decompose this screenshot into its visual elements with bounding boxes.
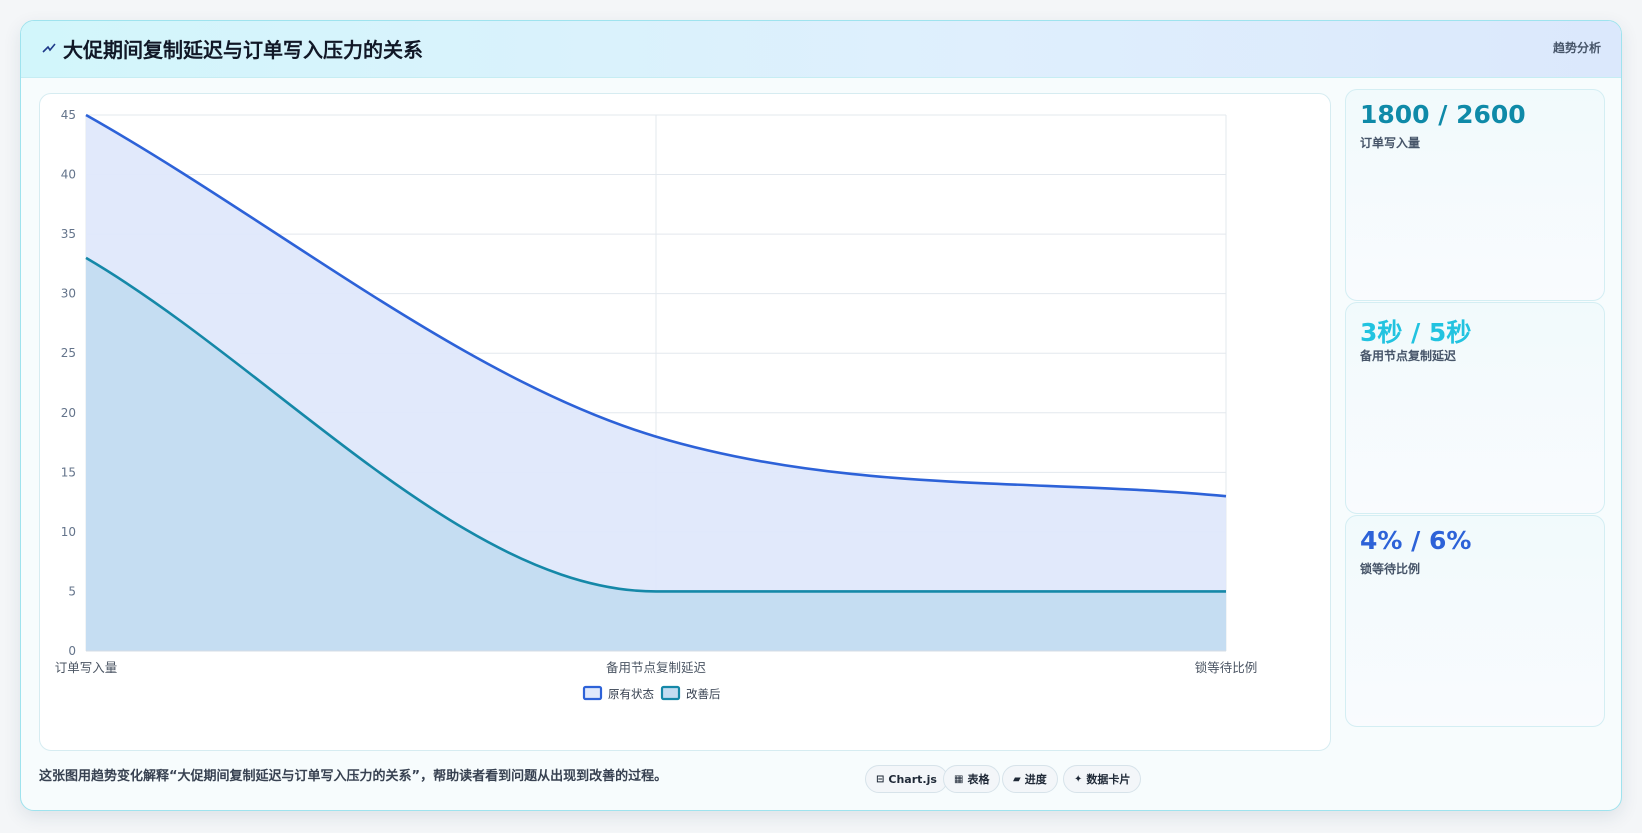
stat-label: 订单写入量 <box>1360 136 1421 150</box>
legend-swatch <box>660 685 681 701</box>
x-tick-label: 备用节点复制延迟 <box>606 660 707 675</box>
chip-label: 数据卡片 <box>1086 773 1131 786</box>
legend-swatch <box>582 685 603 701</box>
chart-panel: 0 5 10 15 20 25 30 35 40 45 订单写入量 备用节点复制延迟 锁等待比例原有状态… <box>39 93 1331 751</box>
chart-description: 这张图用趋势变化解释“大促期间复制延迟与订单写入压力的关系”，帮助读者看到问题从… <box>39 769 668 784</box>
chip-chartjs[interactable]: ⊟ Chart.js <box>865 765 948 793</box>
chip-label: 表格 <box>967 773 990 786</box>
y-tick-label: 5 <box>68 584 76 598</box>
series-area-1 <box>86 257 1226 651</box>
data-card-icon: ✦ <box>1074 773 1083 785</box>
header-tag: 趋势分析 <box>1552 41 1601 55</box>
y-tick-label: 0 <box>68 644 76 658</box>
progress-icon: ▰ <box>1013 773 1021 785</box>
stat-card-replication-delay: 3秒 / 5秒 备用节点复制延迟 <box>1345 302 1605 514</box>
chip-label: Chart.js <box>888 772 937 786</box>
stat-value: 3秒 / 5秒 <box>1360 318 1472 347</box>
x-tick-label: 锁等待比例 <box>1195 660 1258 675</box>
chart-icon: ⊟ <box>876 773 885 785</box>
y-tick-label: 40 <box>61 168 76 182</box>
chip-progress[interactable]: ▰ 进度 <box>1002 765 1058 793</box>
card-header: 大促期间复制延迟与订单写入压力的关系 趋势分析 <box>21 21 1621 78</box>
legend-label: 改善后 <box>686 687 721 701</box>
series-line-1 <box>85 256 1226 593</box>
chip-data-card[interactable]: ✦ 数据卡片 <box>1063 765 1142 793</box>
y-tick-label: 35 <box>61 227 76 241</box>
y-tick-label: 30 <box>61 287 76 301</box>
x-tick-label: 订单写入量 <box>55 660 118 675</box>
y-tick-label: 20 <box>61 406 76 420</box>
page-title: 大促期间复制延迟与订单写入压力的关系 <box>63 38 423 62</box>
stat-value: 1800 / 2600 <box>1360 100 1526 129</box>
line-trend-icon <box>42 43 56 53</box>
stat-label: 锁等待比例 <box>1360 562 1421 576</box>
stat-card-lock-wait: 4% / 6% 锁等待比例 <box>1345 515 1605 727</box>
dashboard-card: 大促期间复制延迟与订单写入压力的关系 趋势分析 0 5 10 15 20 25 30 35 40… <box>20 20 1622 811</box>
stat-card-write-volume: 1800 / 2600 订单写入量 <box>1345 89 1605 301</box>
series-line-0 <box>85 113 1227 498</box>
chip-table[interactable]: ▦ 表格 <box>943 765 1001 793</box>
y-tick-label: 10 <box>61 525 76 539</box>
chip-label: 进度 <box>1024 773 1047 786</box>
y-tick-label: 25 <box>61 346 76 360</box>
y-tick-label: 45 <box>61 108 76 122</box>
stat-value: 4% / 6% <box>1360 526 1472 555</box>
area-chart: 0 5 10 15 20 25 30 35 40 45 订单写入量 备用节点复制延迟 锁等待比例原有状态… <box>55 108 1258 701</box>
y-tick-label: 15 <box>61 465 76 479</box>
stat-label: 备用节点复制延迟 <box>1360 349 1457 363</box>
table-icon: ▦ <box>954 773 964 785</box>
legend-label: 原有状态 <box>608 687 654 701</box>
